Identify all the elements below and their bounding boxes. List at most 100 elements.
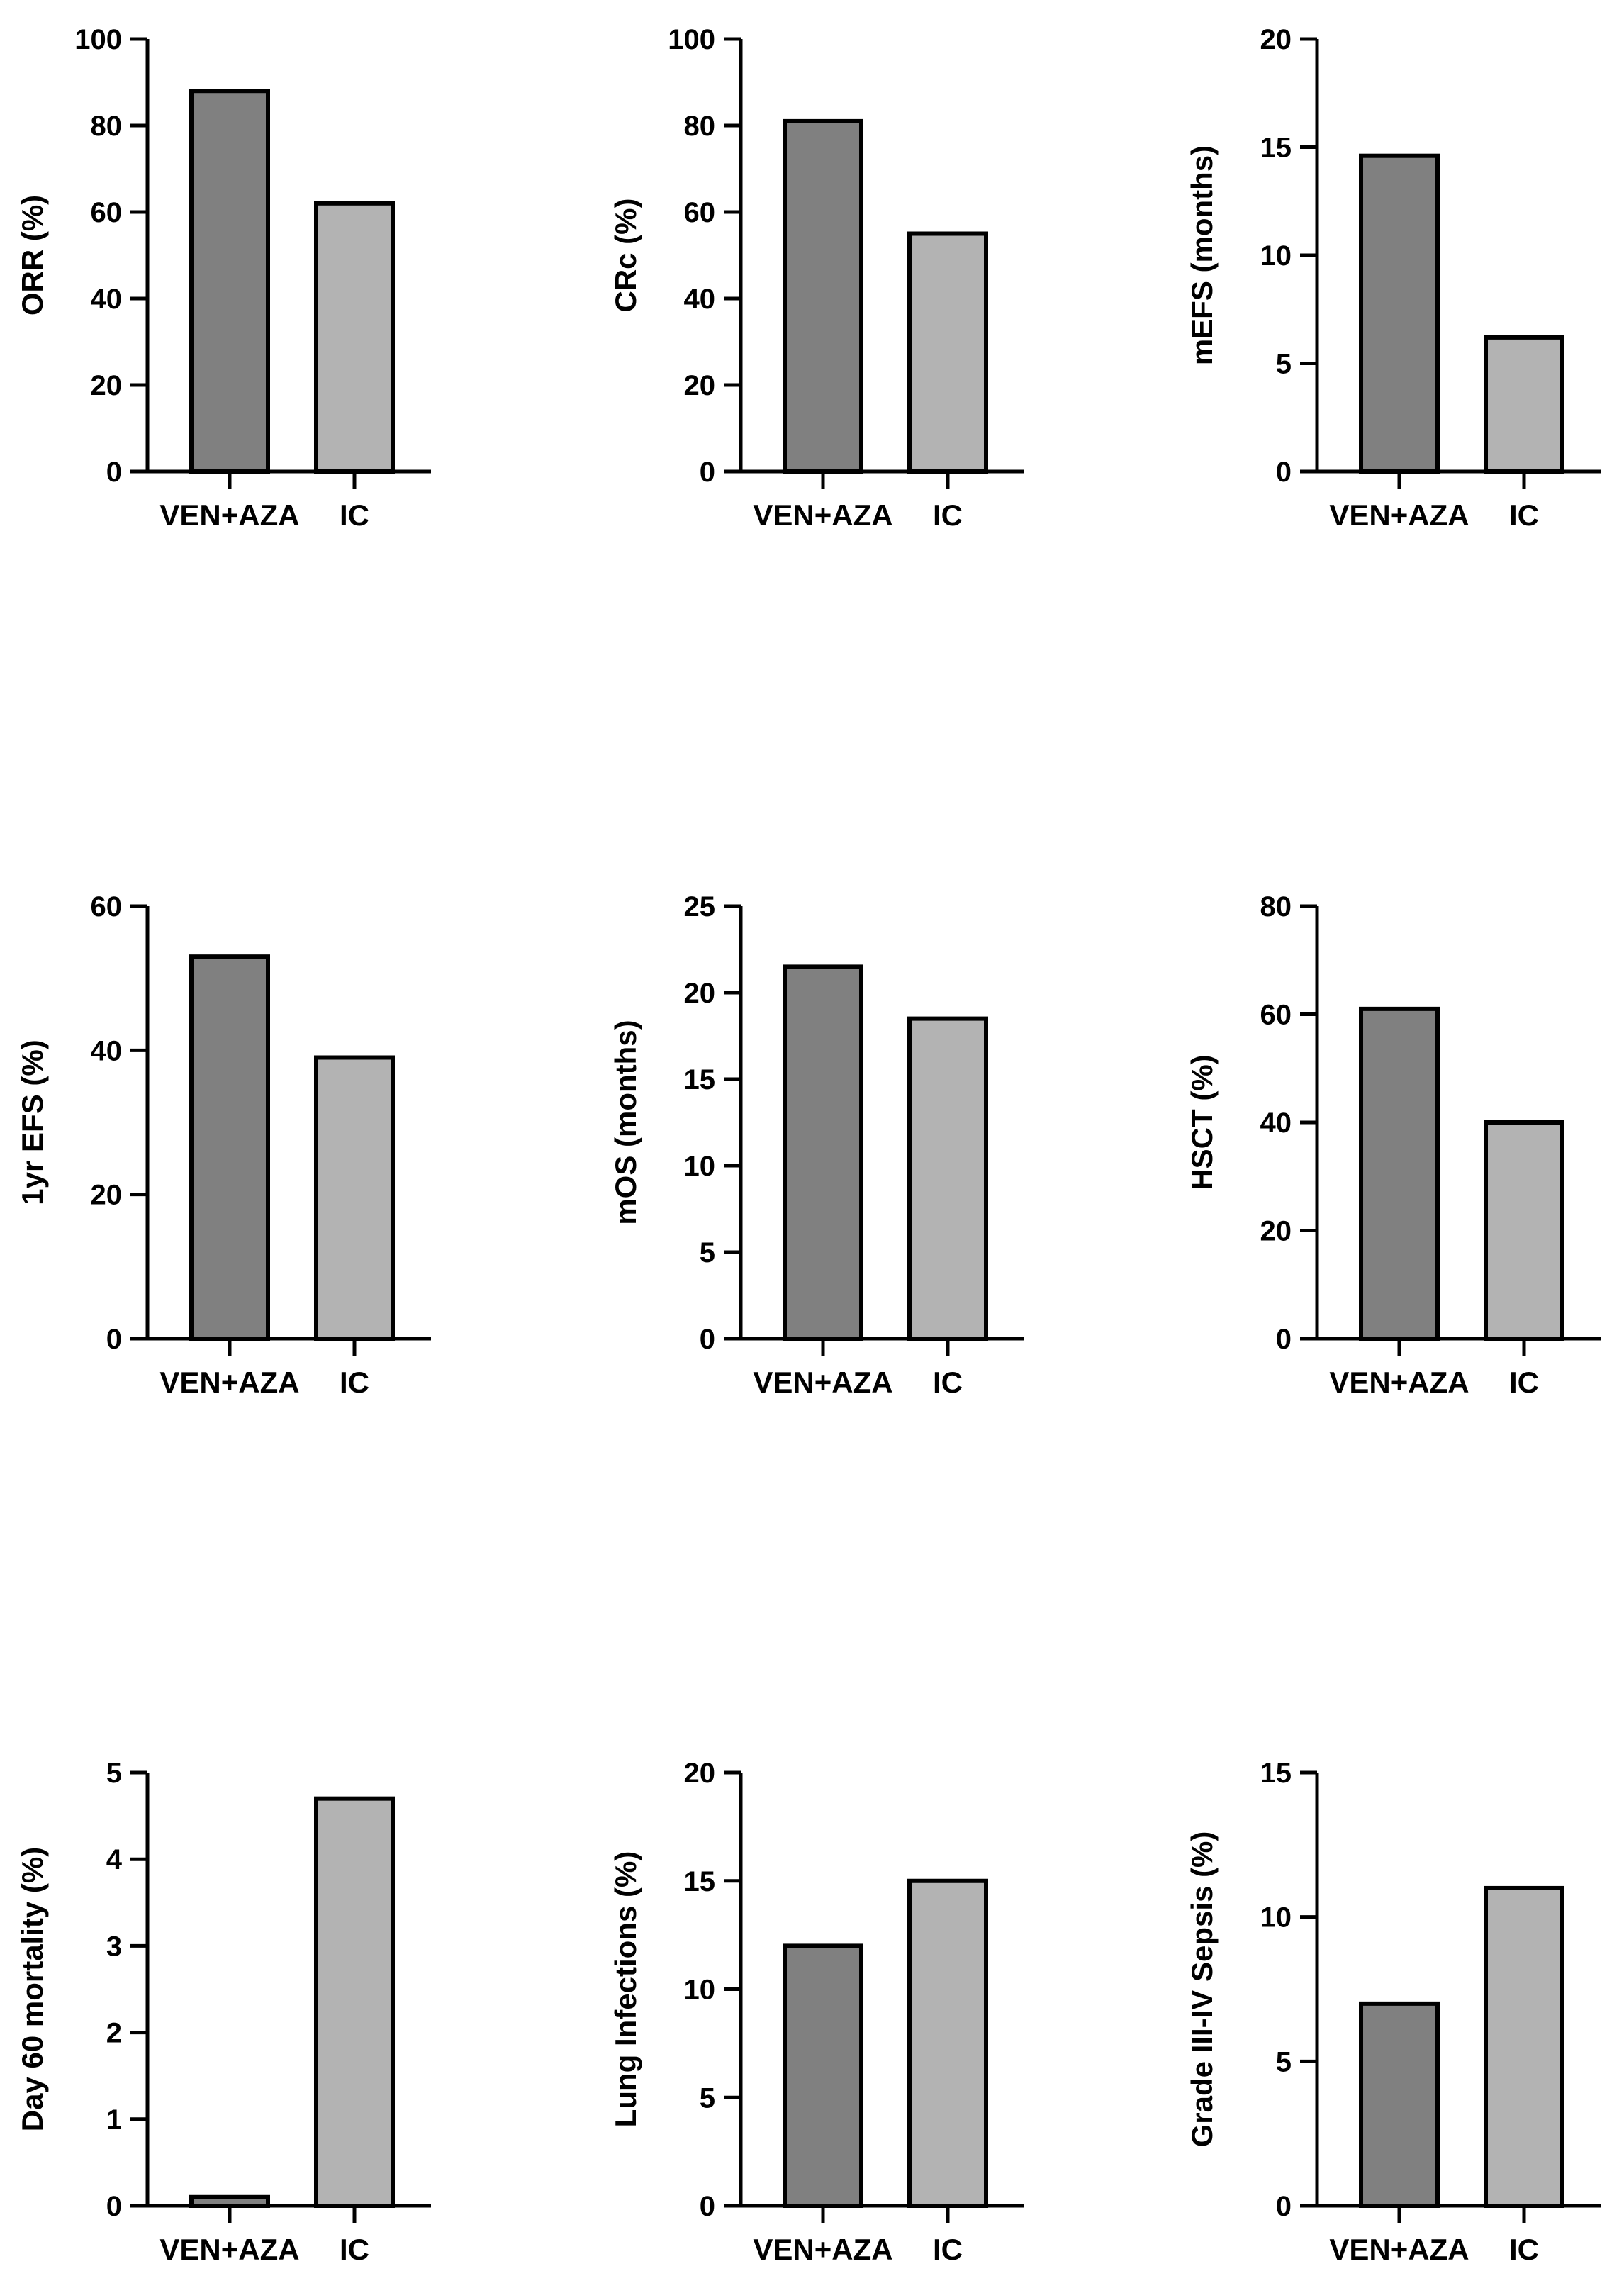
y-tick-label: 20 — [91, 1180, 123, 1211]
y-tick-label: 40 — [1260, 1108, 1292, 1139]
x-tick-label: IC — [933, 498, 963, 532]
x-tick-label: VEN+AZA — [159, 1366, 299, 1399]
bar-ic — [314, 1796, 395, 2208]
y-tick-label: 60 — [684, 197, 716, 228]
y-tick-label: 0 — [1276, 2191, 1292, 2222]
bar-venaza — [783, 1943, 863, 2208]
y-tick-label: 10 — [684, 1151, 716, 1182]
y-tick-label: 80 — [1260, 891, 1292, 922]
x-tick-label: IC — [1509, 2233, 1539, 2266]
y-axis-title: 1yr EFS (%) — [16, 1039, 49, 1205]
y-tick-label: 20 — [684, 370, 716, 401]
y-tick-label: 15 — [684, 1064, 716, 1095]
y-tick-label: 2 — [106, 2018, 122, 2049]
bar-venaza — [1359, 1006, 1440, 1341]
chart-panel-2: 0 20 40 60 80 100 VEN+AZA IC CRc (%) — [609, 24, 1024, 532]
x-tick-label: IC — [340, 2233, 369, 2266]
y-tick-label: 0 — [1276, 457, 1292, 488]
y-tick-label: 0 — [700, 457, 715, 488]
y-tick-label: 5 — [700, 2082, 715, 2114]
bar-venaza — [783, 118, 863, 474]
y-tick-label: 20 — [684, 1758, 716, 1789]
x-tick-label: IC — [1509, 1366, 1539, 1399]
chart-panel-5: 0 5 10 15 20 25 VEN+AZA IC mOS (months) — [609, 891, 1024, 1399]
x-tick-label: VEN+AZA — [753, 498, 892, 532]
y-tick-label: 0 — [106, 1324, 122, 1355]
x-tick-label: IC — [340, 498, 369, 532]
y-tick-label: 60 — [1260, 1000, 1292, 1031]
y-tick-label: 20 — [684, 978, 716, 1009]
chart-panel-8: 0 5 10 15 20 VEN+AZA IC Lung Infections (%) — [609, 1758, 1024, 2266]
bar-ic — [1484, 335, 1564, 474]
y-tick-label: 5 — [1276, 2046, 1292, 2077]
y-tick-label: 10 — [1260, 1902, 1292, 1934]
y-tick-label: 80 — [91, 111, 123, 142]
bar-ic — [907, 1878, 988, 2208]
x-tick-label: VEN+AZA — [1329, 1366, 1469, 1399]
y-tick-label: 80 — [684, 111, 716, 142]
x-tick-label: VEN+AZA — [1329, 498, 1469, 532]
y-tick-label: 5 — [700, 1237, 715, 1268]
y-tick-label: 0 — [106, 457, 122, 488]
y-axis-title: mEFS (months) — [1185, 145, 1219, 365]
y-tick-label: 1 — [106, 2104, 122, 2136]
y-tick-label: 60 — [91, 891, 123, 922]
y-tick-label: 5 — [106, 1758, 122, 1789]
chart-panel-4: 0 20 40 60 VEN+AZA IC 1yr EFS (%) — [16, 891, 431, 1399]
y-tick-label: 0 — [700, 2191, 715, 2222]
y-tick-label: 100 — [668, 24, 715, 55]
x-tick-label: IC — [1509, 498, 1539, 532]
chart-panel-7: 0 1 2 3 4 5 VEN+AZA IC Day 60 mortality (%) — [16, 1758, 431, 2266]
y-tick-label: 40 — [91, 284, 123, 315]
y-axis-title: Lung Infections (%) — [609, 1851, 642, 2128]
y-tick-label: 0 — [700, 1324, 715, 1355]
y-tick-label: 100 — [74, 24, 122, 55]
y-tick-label: 25 — [684, 891, 716, 922]
bar-venaza — [189, 89, 270, 474]
bar-venaza — [1359, 153, 1440, 474]
x-tick-label: VEN+AZA — [753, 1366, 892, 1399]
bar-ic — [907, 231, 988, 474]
y-tick-label: 40 — [91, 1035, 123, 1066]
y-tick-label: 15 — [1260, 1758, 1292, 1789]
x-tick-label: VEN+AZA — [753, 2233, 892, 2266]
y-tick-label: 4 — [106, 1844, 123, 1875]
y-tick-label: 5 — [1276, 349, 1292, 380]
y-tick-label: 10 — [1260, 240, 1292, 272]
bar-ic — [907, 1016, 988, 1341]
x-tick-label: IC — [933, 1366, 963, 1399]
bar-venaza — [189, 954, 270, 1341]
x-tick-label: IC — [933, 2233, 963, 2266]
bar-venaza — [783, 964, 863, 1341]
y-axis-title: Grade III-IV Sepsis (%) — [1185, 1831, 1219, 2148]
y-tick-label: 40 — [684, 284, 716, 315]
y-axis-title: CRc (%) — [609, 198, 642, 312]
y-tick-label: 10 — [684, 1975, 716, 2006]
bar-ic — [1484, 1120, 1564, 1341]
x-tick-label: IC — [340, 1366, 369, 1399]
bar-venaza — [1359, 2001, 1440, 2209]
y-tick-label: 0 — [1276, 1324, 1292, 1355]
y-tick-label: 60 — [91, 197, 123, 228]
bar-venaza — [189, 2194, 270, 2209]
chart-panel-3: 0 5 10 15 20 VEN+AZA IC mEFS (months) — [1185, 24, 1601, 532]
y-axis-title: Day 60 mortality (%) — [16, 1847, 49, 2131]
chart-panel-9: 0 5 10 15 VEN+AZA IC Grade III-IV Sepsis (%) — [1185, 1758, 1601, 2266]
y-axis-title: HSCT (%) — [1185, 1054, 1219, 1190]
y-tick-label: 15 — [684, 1866, 716, 1897]
chart-panel-1: 0 20 40 60 80 100 VEN+AZA IC ORR (%) — [16, 24, 431, 532]
y-tick-label: 3 — [106, 1931, 122, 1962]
y-tick-label: 0 — [106, 2191, 122, 2222]
y-tick-label: 15 — [1260, 133, 1292, 164]
x-tick-label: VEN+AZA — [1329, 2233, 1469, 2266]
y-tick-label: 20 — [1260, 1216, 1292, 1247]
bar-ic — [1484, 1885, 1564, 2209]
y-tick-label: 20 — [1260, 24, 1292, 55]
bar-ic — [314, 1055, 395, 1341]
bar-ic — [314, 201, 395, 474]
x-tick-label: VEN+AZA — [159, 2233, 299, 2266]
y-axis-title: ORR (%) — [16, 195, 49, 316]
y-axis-title: mOS (months) — [609, 1020, 642, 1224]
x-tick-label: VEN+AZA — [159, 498, 299, 532]
